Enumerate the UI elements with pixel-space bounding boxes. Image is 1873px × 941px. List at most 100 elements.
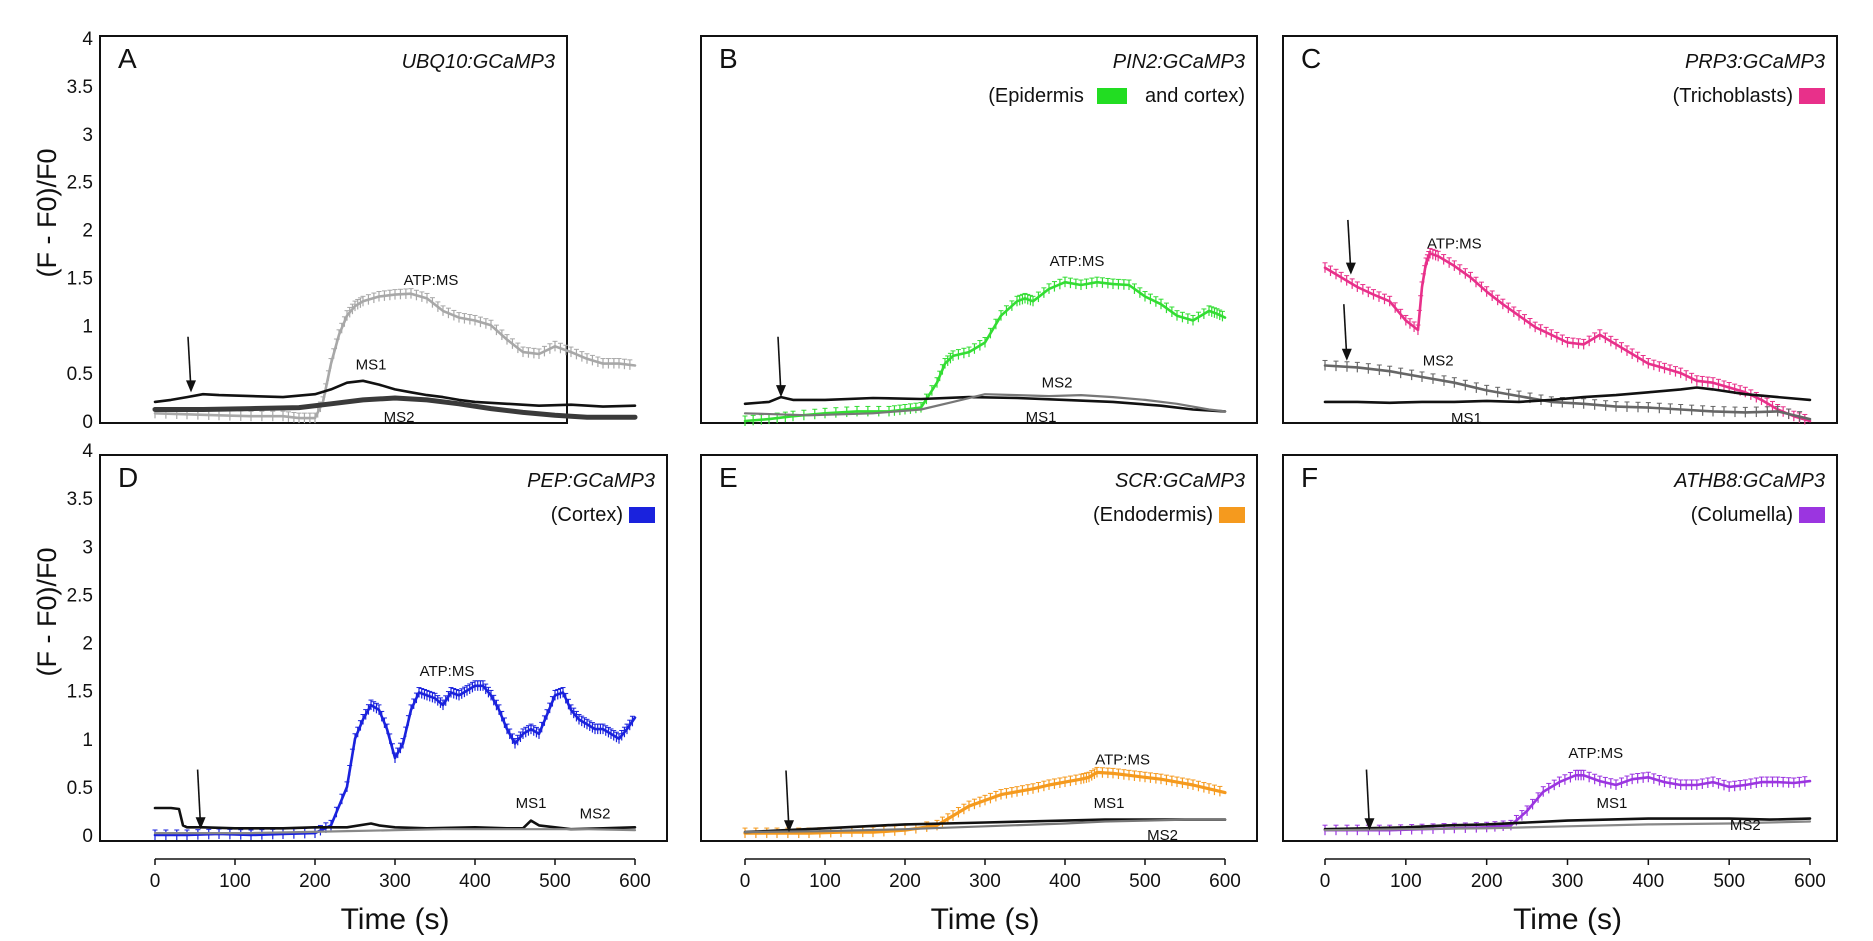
legend-swatch bbox=[1097, 88, 1127, 104]
series-line-ms2 bbox=[153, 828, 637, 835]
panel-subtitle: (Trichoblasts) bbox=[1673, 85, 1793, 107]
panel-title: ATHB8:GCaMP3 bbox=[1673, 470, 1825, 492]
series-line-ms1 bbox=[1323, 817, 1812, 831]
y-axis-label-top: (F - F0)/F0 bbox=[32, 149, 62, 278]
series-line-ms2 bbox=[152, 395, 638, 420]
series-line-ms1 bbox=[153, 379, 637, 408]
y-tick-label: 0.5 bbox=[67, 364, 93, 385]
x-tick-label: 500 bbox=[539, 871, 571, 892]
series-annotation: MS2 bbox=[1730, 817, 1761, 834]
series-annotation: ATP:MS bbox=[404, 272, 459, 289]
series-annotation: MS1 bbox=[356, 356, 387, 373]
series-annotation: MS1 bbox=[516, 795, 547, 812]
x-tick-label: 500 bbox=[1129, 871, 1161, 892]
x-tick-label: 300 bbox=[969, 871, 1001, 892]
x-tick-label: 200 bbox=[299, 871, 331, 892]
panel-frame bbox=[1282, 35, 1838, 424]
panel-letter: B bbox=[719, 43, 738, 74]
series-annotation: ATP:MS bbox=[1050, 253, 1105, 270]
series-annotation: MS2 bbox=[1147, 827, 1178, 844]
panel-frame bbox=[700, 35, 1258, 424]
panel-title: PEP:GCaMP3 bbox=[527, 470, 655, 492]
series-annotation: ATP:MS bbox=[1095, 752, 1150, 769]
series-line-atp-ms bbox=[153, 292, 637, 420]
x-tick-label: 500 bbox=[1713, 871, 1745, 892]
series-line-ms2 bbox=[743, 393, 1227, 417]
stimulus-arrowhead bbox=[1364, 818, 1375, 831]
x-tick-label: 100 bbox=[809, 871, 841, 892]
panel-f: F ATHB8:GCaMP3 (Columella) 0 100 200 300 400 500… bbox=[1282, 454, 1838, 936]
stimulus-arrowhead bbox=[1345, 262, 1356, 275]
panel-subtitle: (Columella) bbox=[1691, 504, 1793, 526]
x-axis-label: Time (s) bbox=[931, 903, 1040, 936]
panel-e: E SCR:GCaMP3 (Endodermis) 0 100 200 300 400 500 6… bbox=[700, 454, 1258, 936]
series-annotation: MS2 bbox=[384, 409, 415, 426]
x-tick-label: 400 bbox=[459, 871, 491, 892]
panel-title: SCR:GCaMP3 bbox=[1115, 470, 1245, 492]
stimulus-arrowhead bbox=[776, 385, 786, 398]
y-tick-label: 2 bbox=[82, 634, 93, 655]
x-tick-label: 200 bbox=[889, 871, 921, 892]
panel-letter: D bbox=[118, 462, 138, 493]
y-tick-label: 0 bbox=[82, 826, 93, 847]
panel-letter: C bbox=[1301, 43, 1321, 74]
series-line-atp-ms bbox=[153, 684, 637, 837]
y-tick-label: 2.5 bbox=[67, 585, 93, 606]
y-tick-label: 1.5 bbox=[67, 682, 93, 703]
x-tick-label: 200 bbox=[1471, 871, 1503, 892]
series-line-ms2 bbox=[743, 818, 1227, 834]
panel-a: A UBQ10:GCaMP3 0 0.5 1 1.5 2 2.5 3 3.5 4 ATP:MS MS1 M… bbox=[67, 29, 638, 433]
series-annotation: ATP:MS bbox=[1568, 745, 1623, 762]
series-line-ms1 bbox=[1323, 386, 1812, 405]
panel-letter: F bbox=[1301, 462, 1318, 493]
x-tick-label: 600 bbox=[1209, 871, 1241, 892]
panel-subtitle: (Cortex) bbox=[551, 504, 623, 526]
series-annotation: MS1 bbox=[1094, 795, 1125, 812]
y-axis-label-bottom: (F - F0)/F0 bbox=[32, 548, 62, 677]
legend-swatch bbox=[629, 507, 655, 523]
stimulus-arrowhead bbox=[1341, 348, 1352, 361]
panel-frame bbox=[99, 454, 668, 842]
x-tick-label: 0 bbox=[150, 871, 161, 892]
y-tick-label: 3.5 bbox=[67, 489, 93, 510]
y-tick-label: 3.5 bbox=[67, 77, 93, 98]
y-tick-label: 3 bbox=[82, 125, 93, 146]
panel-title: UBQ10:GCaMP3 bbox=[402, 51, 555, 73]
y-tick-label: 1.5 bbox=[67, 268, 93, 289]
y-tick-label: 1 bbox=[82, 316, 93, 337]
series-line-ms1 bbox=[743, 395, 1227, 413]
panel-d: D PEP:GCaMP3 (Cortex) 0 0.5 1 1.5 2 2.5 3 3.5 4 0 100… bbox=[67, 441, 668, 936]
series-line-ms1 bbox=[153, 806, 637, 831]
series-annotation: MS2 bbox=[1423, 352, 1454, 369]
x-tick-label: 600 bbox=[1794, 871, 1826, 892]
x-axis-label: Time (s) bbox=[1513, 903, 1622, 936]
series-line-ms2 bbox=[1323, 820, 1812, 832]
y-tick-label: 4 bbox=[82, 29, 93, 50]
x-tick-label: 300 bbox=[1552, 871, 1584, 892]
x-tick-label: 100 bbox=[1390, 871, 1422, 892]
series-annotation: MS1 bbox=[1597, 795, 1628, 812]
x-tick-label: 0 bbox=[740, 871, 751, 892]
x-tick-label: 300 bbox=[379, 871, 411, 892]
stimulus-arrowhead bbox=[784, 820, 794, 833]
y-tick-label: 0 bbox=[82, 412, 93, 433]
x-tick-label: 600 bbox=[619, 871, 651, 892]
panel-frame bbox=[700, 454, 1258, 842]
panel-title: PRP3:GCaMP3 bbox=[1685, 51, 1825, 73]
series-line-atp-ms bbox=[743, 770, 1227, 835]
y-tick-label: 4 bbox=[82, 441, 93, 462]
x-tick-label: 0 bbox=[1320, 871, 1331, 892]
legend-swatch bbox=[1799, 507, 1825, 523]
panel-frame bbox=[1282, 454, 1838, 842]
series-line-ms2 bbox=[1323, 364, 1812, 421]
x-tick-label: 100 bbox=[219, 871, 251, 892]
panel-frame bbox=[99, 35, 568, 424]
legend-swatch bbox=[1799, 88, 1825, 104]
legend-swatch bbox=[1219, 507, 1245, 523]
x-tick-label: 400 bbox=[1049, 871, 1081, 892]
y-tick-label: 3 bbox=[82, 537, 93, 558]
y-tick-label: 1 bbox=[82, 730, 93, 751]
series-line-atp-ms bbox=[1323, 252, 1812, 423]
series-annotation: MS1 bbox=[1451, 410, 1482, 427]
